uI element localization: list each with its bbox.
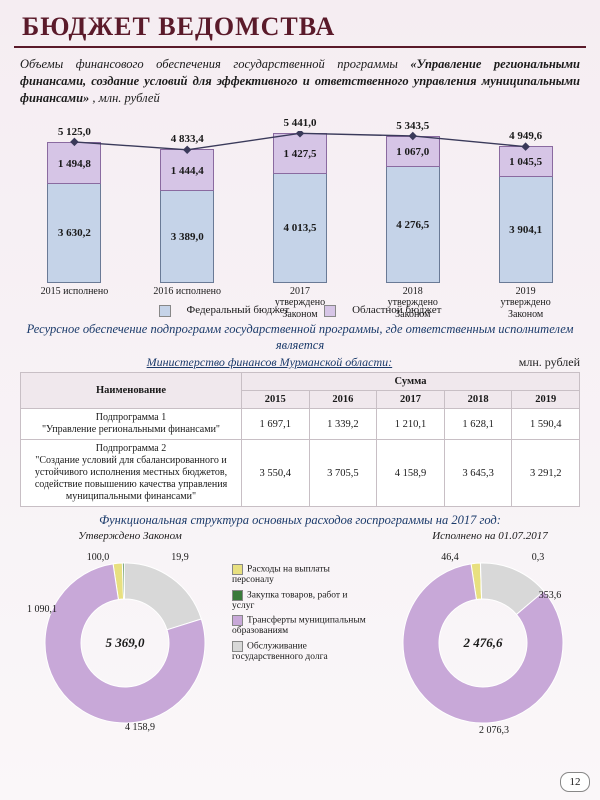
cell-value: 1 697,1 [242,409,310,440]
cell-name: Подпрограмма 2"Создание условий для сбал… [21,440,242,507]
donut1-title: Утверждено Законом [30,530,230,542]
intro-text: Объемы финансового обеспечения государст… [0,54,600,113]
donut-slice-label: 0,3 [508,552,568,563]
donut-legend-item: Закупка товаров, работ и услуг [232,590,372,612]
bar-legend: Федеральный бюджет Областной бюджет [18,304,582,316]
donut-legend-item: Обслуживание государственного долга [232,641,372,663]
th-year: 2018 [444,391,512,409]
th-year: 2016 [309,391,377,409]
cell-value: 4 158,9 [377,440,445,507]
functional-structure-heading: Функциональная структура основных расход… [10,513,590,528]
donut-slice-label: 19,9 [150,552,210,563]
donut-legend-item: Трансферты муниципальным образованиям [232,615,372,637]
bar-x-label: 2015 исполнено [39,283,109,298]
cell-value: 1 590,4 [512,409,580,440]
cell-value: 3 645,3 [444,440,512,507]
table-unit: млн. рублей [519,355,580,370]
donut-slice-label: 100,0 [68,552,128,563]
donut-slice-label: 1 090,1 [12,604,72,615]
th-year: 2017 [377,391,445,409]
donut-slice-label: 4 158,9 [110,722,170,733]
stacked-bar-chart: 3 630,21 494,85 125,02015 исполнено3 389… [18,117,582,317]
intro-pre: Объемы финансового обеспечения государст… [20,57,410,71]
donut2-title: Исполнено на 01.07.2017 [390,530,590,542]
intro-post: , млн. рублей [92,91,159,105]
table-subtitle-row: Министерство финансов Мурманской области… [20,355,580,370]
page-number: 12 [560,772,590,792]
th-year: 2015 [242,391,310,409]
donut1-center: 5 369,0 [40,635,210,651]
cell-name: Подпрограмма 1"Управление региональными … [21,409,242,440]
donut-slice [124,563,201,630]
cell-value: 1 210,1 [377,409,445,440]
cell-value: 1 628,1 [444,409,512,440]
table-row: Подпрограмма 1"Управление региональными … [21,409,580,440]
donut-legend-item: Расходы на выплаты персоналу [232,564,372,586]
cell-value: 3 705,5 [309,440,377,507]
th-sum: Сумма [242,373,580,391]
donut-slice-label: 353,6 [520,590,580,601]
cell-value: 1 339,2 [309,409,377,440]
donut2-center: 2 476,6 [398,635,568,651]
cell-value: 3 291,2 [512,440,580,507]
trend-line [18,131,582,283]
page-title: БЮДЖЕТ ВЕДОМСТВА [0,0,600,46]
th-name: Наименование [21,373,242,409]
bar-x-label: 2016 исполнено [152,283,222,298]
donut-slice-label: 46,4 [420,552,480,563]
table-subtitle: Министерство финансов Мурманской области… [147,355,393,369]
legend-federal: Федеральный бюджет [151,304,298,316]
table-lead: Ресурсное обеспечение подпрограмм госуда… [20,321,580,354]
cell-value: 3 550,4 [242,440,310,507]
donut-slice-label: 2 076,3 [464,725,524,736]
bar-total-label: 5 441,0 [265,117,335,129]
title-rule [14,46,586,48]
table-row: Подпрограмма 2"Создание условий для сбал… [21,440,580,507]
donut-legend: Расходы на выплаты персоналу Закупка това… [232,560,372,666]
legend-regional: Областной бюджет [316,304,449,316]
th-year: 2019 [512,391,580,409]
subprogram-table: НаименованиеСумма20152016201720182019 Под… [20,372,580,507]
donut-charts-area: Утверждено Законом Исполнено на 01.07.20… [10,530,590,758]
